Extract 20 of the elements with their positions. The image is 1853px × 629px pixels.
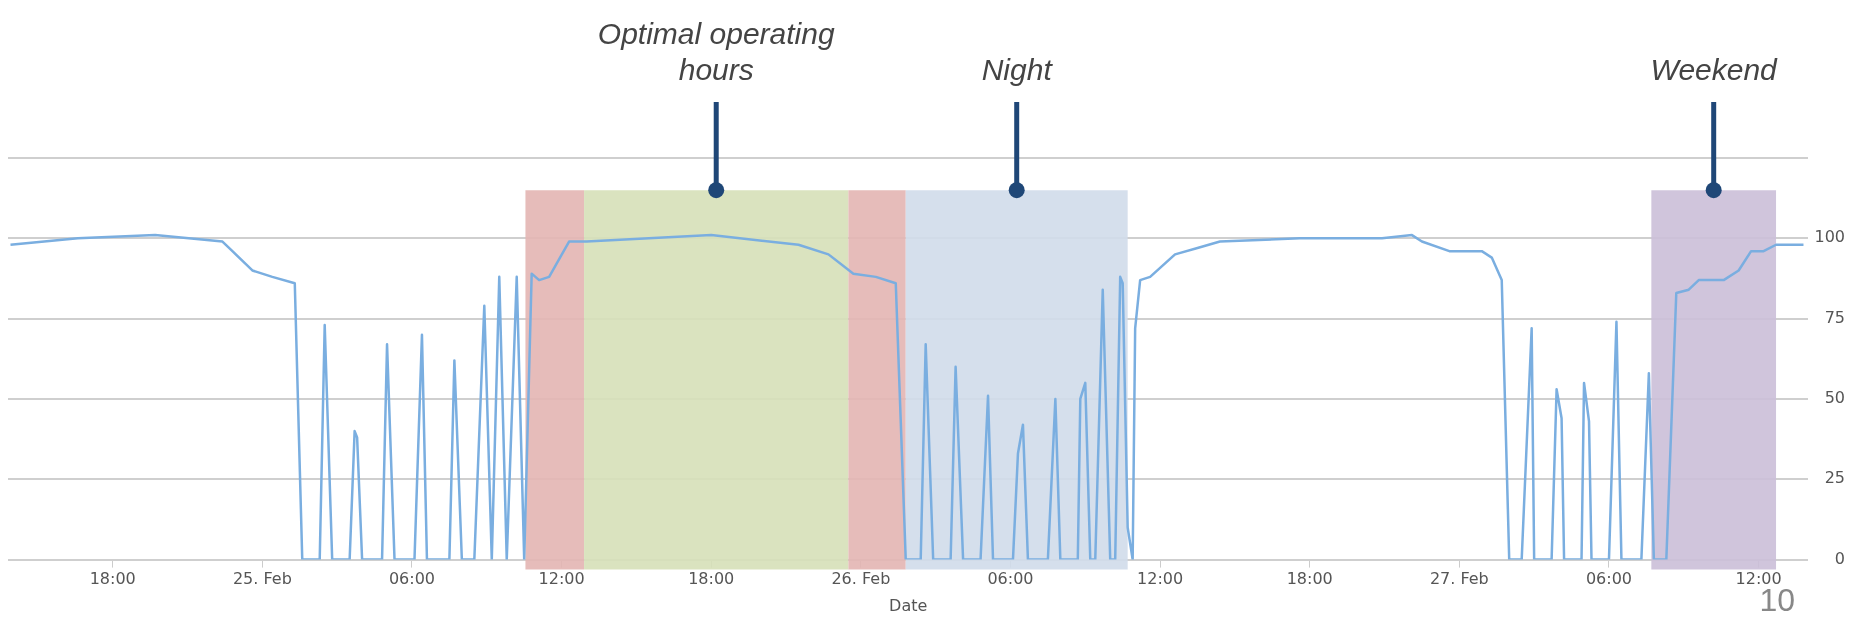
- band-label: Optimal operating hours: [597, 17, 835, 86]
- x-tick-label: 25. Feb: [232, 569, 292, 589]
- x-tick-label: 18:00: [1286, 569, 1333, 589]
- x-tick-label: 06:00: [388, 569, 436, 589]
- x-tick-label: 12:00: [538, 569, 585, 589]
- x-tick-label: 27. Feb: [1429, 569, 1489, 589]
- x-tick-label: 26. Feb: [831, 569, 891, 589]
- y-tick-label: 50: [1824, 388, 1845, 408]
- band-label: Weekend: [1650, 53, 1779, 86]
- y-tick-label: 75: [1824, 307, 1845, 327]
- y-tick-label: 25: [1824, 468, 1845, 488]
- y-tick-label: 100: [1814, 227, 1845, 247]
- x-tick-label: 06:00: [1585, 569, 1633, 589]
- y-tick-label: 0: [1834, 548, 1845, 568]
- x-tick-label: 12:00: [1137, 569, 1184, 589]
- x-tick-label: 06:00: [987, 569, 1034, 589]
- x-tick-label: 18:00: [89, 569, 136, 589]
- band-label: Night: [981, 53, 1054, 86]
- x-tick-label: 18:00: [688, 569, 735, 589]
- x-axis-title: Date: [889, 595, 928, 615]
